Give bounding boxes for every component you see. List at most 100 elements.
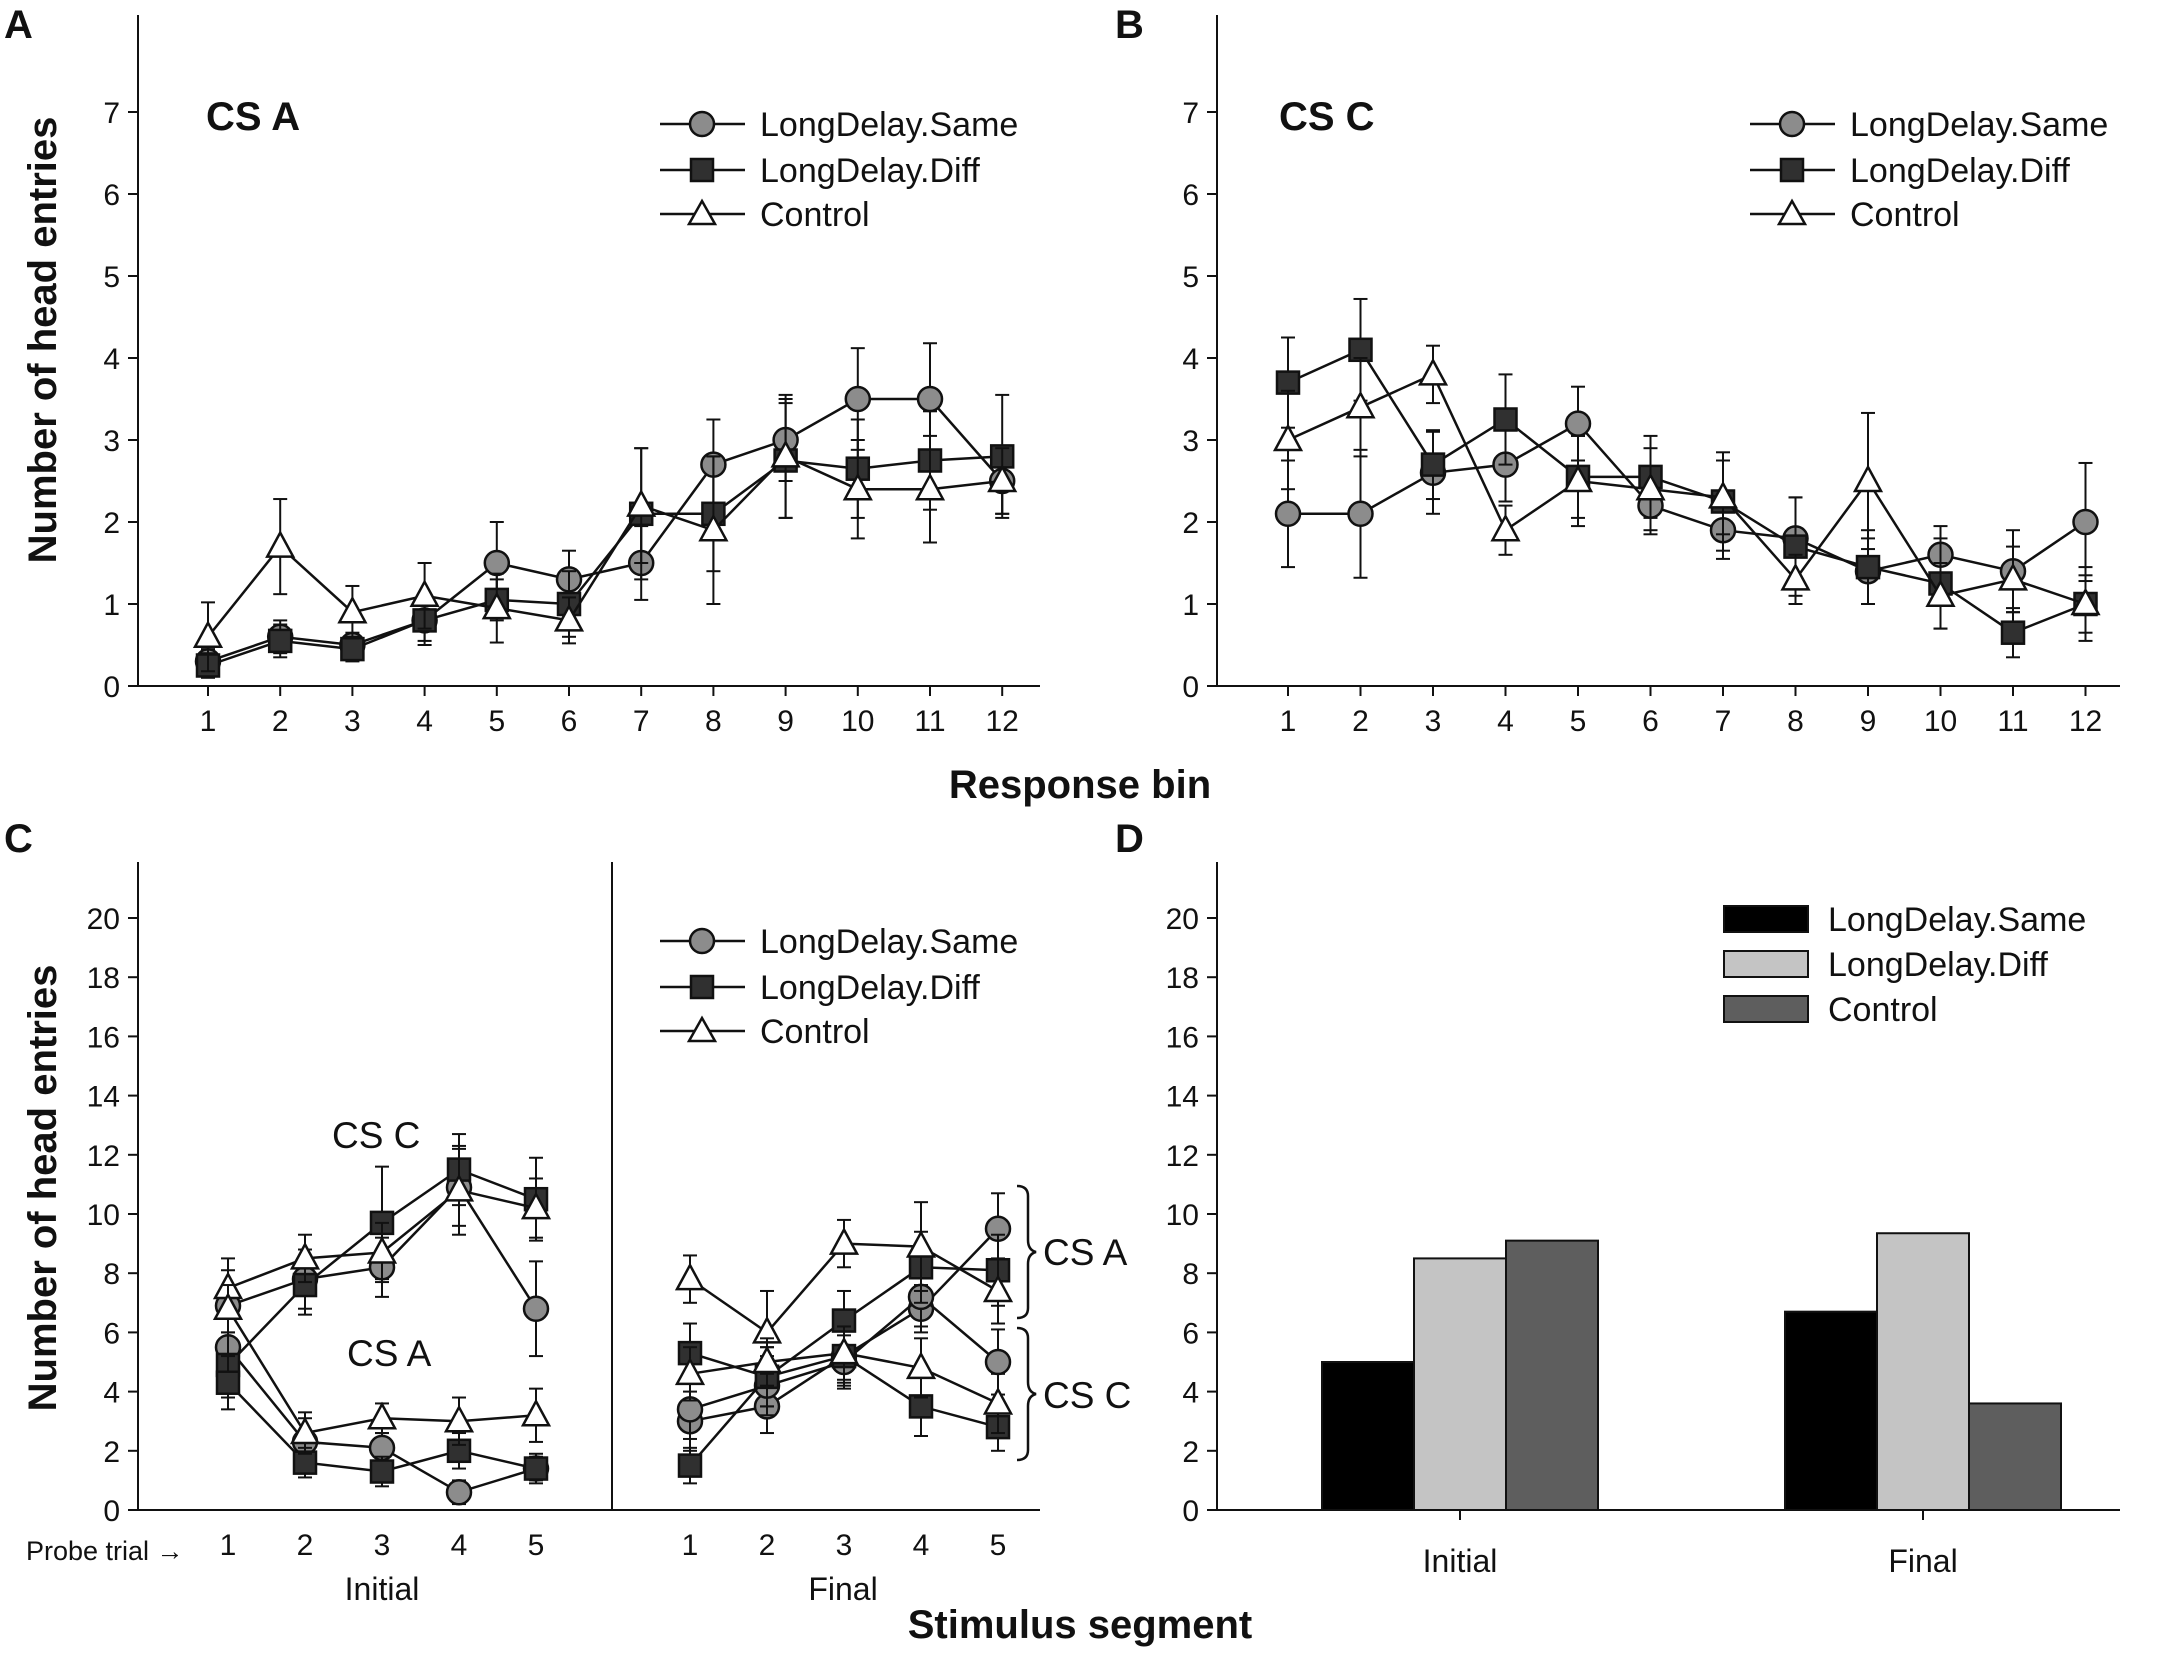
panel-a-control-point-9 — [770, 439, 801, 468]
panel-a-control-point-12 — [987, 464, 1018, 493]
panel-a-y-tick-label-1: 1 — [103, 589, 120, 622]
panel-c-final-csc-control-point-5 — [982, 1386, 1014, 1415]
brace-cs-c-final — [1016, 1326, 1037, 1462]
panel-a-control-point-7 — [626, 488, 657, 517]
panel-b-x-tick-label-12: 12 — [2069, 705, 2102, 738]
panel-a-same-line — [207, 397, 1004, 663]
panel-c-y-tick-label-10: 10 — [87, 1199, 120, 1232]
panel-d-x-tick-label-final: Final — [1888, 1543, 1957, 1579]
panel-a-control-point-1 — [192, 620, 224, 649]
panel-c-initial-csa-control-point-1 — [212, 1292, 244, 1320]
panel-d-y-tick-label-10: 10 — [1166, 1199, 1199, 1232]
panel-a-diff-point-2 — [267, 628, 293, 654]
legend-d-diff-swatch — [1723, 950, 1809, 978]
panel-b-same-line — [1288, 422, 2087, 573]
panel-c-initial-csa-diff-point-3 — [369, 1459, 395, 1484]
panel-b-x-tick-label-1: 1 — [1280, 705, 1297, 738]
panel-c-y-tick-label-2: 2 — [103, 1436, 120, 1469]
panel-b-control-point-4 — [1490, 513, 1521, 542]
legend-b-diff-marker — [1779, 157, 1805, 183]
panel-b-x-tick-label-10: 10 — [1924, 705, 1957, 738]
panel-d-bar-final-diff — [1876, 1232, 1970, 1511]
panel-b-control-point-12 — [2070, 587, 2101, 616]
panel-b-x-tick-label-2: 2 — [1352, 705, 1369, 738]
panel-b-diff-point-4 — [1493, 407, 1518, 432]
panel-c-initial-x-tick-label-1: 1 — [220, 1529, 237, 1562]
legend-c-diff-marker — [689, 974, 715, 1000]
panel-a-x-tick-label-9: 9 — [777, 705, 794, 738]
panel-c-final-csc-control-point-3 — [828, 1336, 860, 1365]
y-axis-title-bottom: Number of head entries — [21, 965, 65, 1412]
panel-b-control-point-9 — [1852, 464, 1884, 493]
panel-a-x-tick-label-2: 2 — [272, 705, 289, 738]
legend-d-same-swatch — [1723, 905, 1809, 933]
panel-b-y-tick-label-2: 2 — [1182, 507, 1199, 540]
x-axis-title-bottom: Stimulus segment — [908, 1603, 1253, 1647]
panel-d-bar-initial-control — [1505, 1239, 1599, 1511]
panel-b-x-tick-label-7: 7 — [1715, 705, 1732, 738]
panel-a-x-tick-label-10: 10 — [841, 705, 874, 738]
panel-c-initial-csc-control-point-5 — [520, 1191, 552, 1220]
panel-b-title: CS C — [1279, 95, 1375, 139]
panel-label-d: D — [1115, 817, 1144, 861]
panel-a-control-point-8 — [698, 513, 729, 542]
legend-a-same-label: LongDelay.Same — [760, 106, 1018, 144]
panel-b-diff-point-9 — [1855, 554, 1881, 580]
panel-a-y-tick-label-7: 7 — [103, 97, 120, 130]
panel-c-final-csc-control-point-2 — [751, 1345, 783, 1374]
legend-c-control-label: Control — [760, 1013, 870, 1051]
panel-a-y-tick-label-6: 6 — [103, 179, 120, 212]
panel-c-initial-csa-control-point-2 — [289, 1416, 321, 1445]
panel-a-control-point-2 — [265, 529, 296, 558]
panel-c-initial-csc-control-point-4 — [443, 1173, 475, 1202]
panel-a-same-point-10 — [844, 385, 872, 413]
panel-a-x-tick-label-5: 5 — [488, 705, 505, 738]
panel-c-final-csa-control-point-1 — [674, 1262, 706, 1291]
panel-b-control-point-5 — [1562, 464, 1594, 493]
legend-b-same-marker — [1778, 110, 1806, 138]
panel-d-y-tick-label-8: 8 — [1182, 1258, 1199, 1291]
annotation-cs-c-initial: CS C — [332, 1115, 420, 1156]
x-axis-title-top: Response bin — [949, 763, 1211, 807]
panel-b-x-tick-label-9: 9 — [1860, 705, 1877, 738]
panel-a-control-point-5 — [481, 591, 512, 620]
panel-c-y-tick-label-4: 4 — [103, 1377, 120, 1410]
panel-d-y-tick-label-14: 14 — [1166, 1081, 1199, 1114]
panel-c-initial-x-tick-label-4: 4 — [451, 1529, 468, 1562]
panel-b-control-point-1 — [1272, 423, 1304, 452]
legend-b-control-marker — [1776, 198, 1808, 226]
panel-b-y-tick-label-3: 3 — [1182, 425, 1199, 458]
legend-c-diff-label: LongDelay.Diff — [760, 969, 980, 1007]
panel-a-x-tick-label-3: 3 — [344, 705, 361, 738]
panel-b-x-tick-label-6: 6 — [1642, 705, 1659, 738]
legend-c-control-marker — [686, 1015, 718, 1043]
panel-b-y-tick-label-1: 1 — [1182, 589, 1199, 622]
legend-c-same-marker — [688, 927, 716, 955]
panel-c-initial-csa-diff-point-1 — [215, 1370, 241, 1395]
panel-d-bar-initial-diff — [1413, 1257, 1507, 1512]
panel-d-y-tick-label-20: 20 — [1166, 903, 1199, 936]
panel-a-title: CS A — [206, 95, 300, 139]
panel-b-diff-point-3 — [1420, 452, 1446, 477]
panel-c-final-csa-control-point-3 — [828, 1226, 860, 1255]
panel-b-control-point-8 — [1780, 562, 1811, 591]
panel-d-y-tick-label-18: 18 — [1166, 962, 1199, 995]
segment-label-initial: Initial — [345, 1571, 420, 1607]
panel-a-y-tick-label-0: 0 — [103, 671, 120, 704]
panel-b-y-tick-label-5: 5 — [1182, 261, 1199, 294]
panel-a-x-tick-label-8: 8 — [705, 705, 722, 738]
panel-a-y-tick-label-3: 3 — [103, 425, 120, 458]
panel-b-same-point-12 — [2072, 508, 2099, 536]
panel-label-c: C — [4, 817, 33, 861]
panel-c-y-tick-label-16: 16 — [87, 1021, 120, 1054]
panel-b-y-tick-label-7: 7 — [1182, 97, 1199, 130]
legend-b-control-label: Control — [1850, 196, 1960, 234]
panel-b-y-tick-label-6: 6 — [1182, 179, 1199, 212]
panel-d-y-tick-label-2: 2 — [1182, 1436, 1199, 1469]
y-axis-title-top: Number of head entries — [21, 117, 65, 564]
panel-a-control-point-11 — [914, 472, 946, 501]
panel-d-y-tick-label-6: 6 — [1182, 1317, 1199, 1350]
legend-d-same-label: LongDelay.Same — [1828, 901, 2086, 939]
panel-a-control-point-10 — [842, 472, 873, 501]
